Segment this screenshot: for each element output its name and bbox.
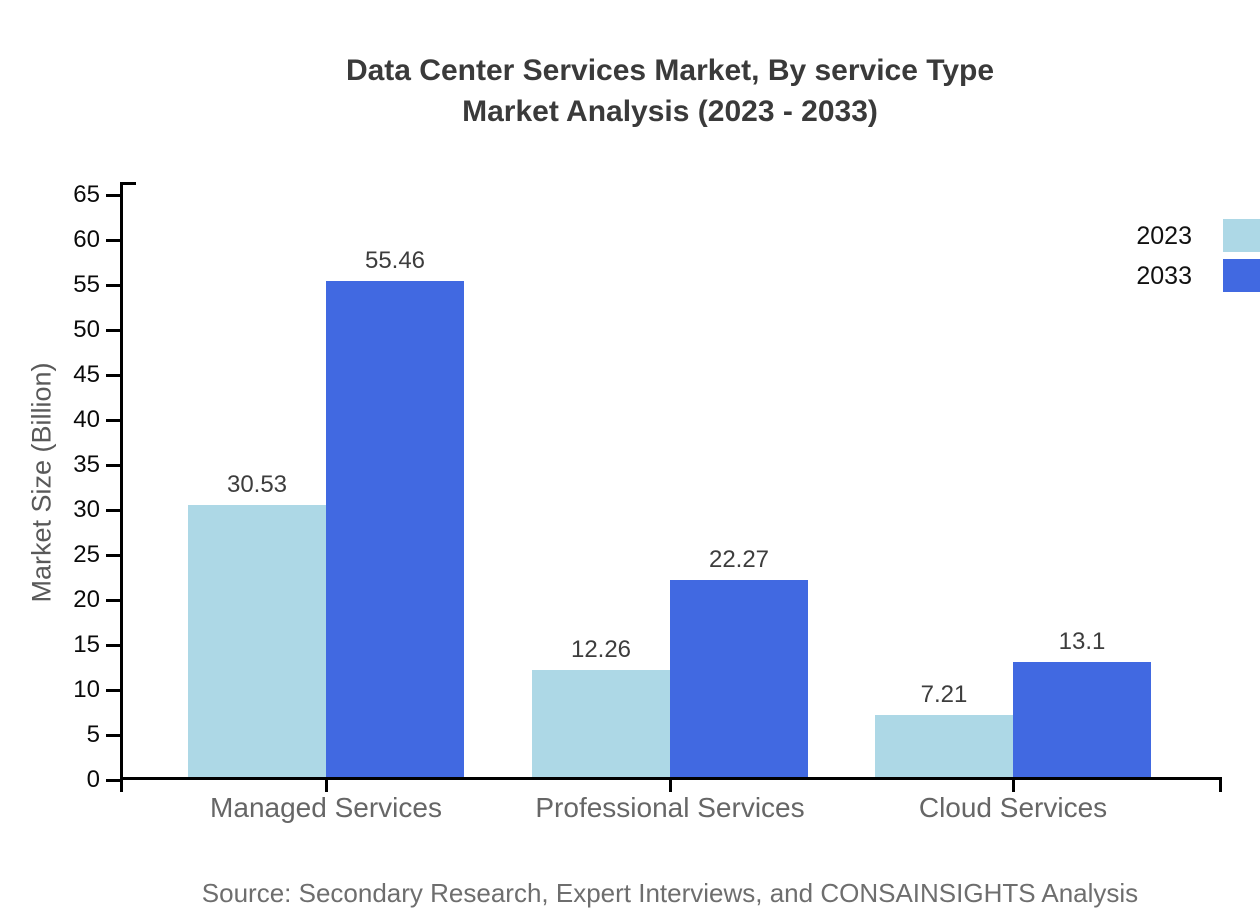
y-tick-label: 5 [86,721,100,748]
legend-item-2033: 2033 [1060,259,1260,293]
bar-2023-1 [532,669,670,780]
legend-label: 2033 [1136,262,1192,290]
y-tick-mark [106,418,120,422]
y-tick-mark [106,463,120,467]
category-label: Cloud Services [918,792,1108,823]
bar-value-label: 55.46 [364,246,426,274]
y-tick-mark [106,508,120,512]
y-axis-line [120,182,123,792]
y-tick-mark [106,553,120,557]
y-tick-label: 65 [73,181,100,208]
bar-value-label: 12.26 [570,635,632,663]
bar-2033-2 [1013,662,1151,780]
x-tick-mark [668,780,672,792]
y-tick-label: 10 [73,676,100,703]
y-tick-mark [106,643,120,647]
x-axis-line [120,777,1222,780]
plot-area [120,182,1222,792]
y-tick-label: 15 [73,631,100,658]
y-tick-label: 60 [73,226,100,253]
bar-2023-0 [188,505,326,780]
y-tick-mark [106,193,120,197]
chart-title-line1: Data Center Services Market, By service … [345,54,995,87]
y-tick-label: 20 [73,586,100,613]
y-tick-label: 0 [86,766,100,793]
y-tick-mark [106,688,120,692]
y-tick-label: 55 [73,271,100,298]
bar-value-label: 22.27 [708,545,770,573]
legend: 2023 2033 [1060,219,1260,299]
legend-swatch [1223,259,1260,292]
source-text: Source: Secondary Research, Expert Inter… [201,878,1139,908]
y-tick-label: 35 [73,451,100,478]
y-tick-label: 45 [73,361,100,388]
x-tick-mark [1011,780,1015,792]
bar-value-label: 30.53 [226,471,288,499]
y-tick-label: 25 [73,541,100,568]
chart-title: Data Center Services Market, By service … [80,50,1260,132]
legend-label: 2023 [1136,222,1192,250]
bar-2023-2 [875,715,1013,780]
bar-value-label: 7.21 [920,681,968,709]
y-tick-label: 30 [73,496,100,523]
legend-swatch [1223,219,1260,252]
bar-2033-0 [326,280,464,780]
category-label: Professional Services [535,792,805,823]
y-tick-label: 50 [73,316,100,343]
y-tick-mark [106,733,120,737]
y-tick-mark [106,373,120,377]
x-axis-end-cap [1219,777,1222,792]
y-axis-end-cap [120,182,136,185]
category-label: Managed Services [210,792,442,823]
legend-item-2023: 2023 [1060,219,1260,253]
y-tick-mark [106,238,120,242]
y-tick-mark [106,778,120,782]
y-tick-mark [106,283,120,287]
bar-2033-1 [670,579,808,780]
bar-value-label: 13.1 [1058,628,1106,656]
y-tick-label: 40 [73,406,100,433]
y-tick-mark [106,598,120,602]
chart-title-line2: Market Analysis (2023 - 2033) [462,95,878,128]
x-tick-mark [324,780,328,792]
y-tick-mark [106,328,120,332]
